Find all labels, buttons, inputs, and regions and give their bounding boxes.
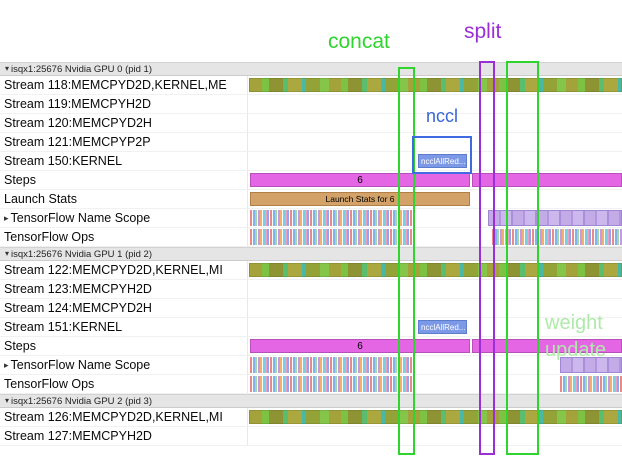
- trace-row: Stream 122:MEMCPYD2D,KERNEL,MI: [0, 261, 622, 280]
- nccl-annotation-box: [412, 136, 472, 174]
- weight-update-annotation-label: weight update: [545, 310, 606, 364]
- row-label: Stream 150:KERNEL: [0, 152, 248, 170]
- trace-row: Stream 121:MEMCPYP2P: [0, 133, 622, 152]
- trace-row: ▸ TensorFlow Name Scope: [0, 356, 622, 375]
- trace-row: TensorFlow Ops: [0, 228, 622, 247]
- collapse-arrow-icon[interactable]: ▾: [5, 249, 10, 258]
- row-track: [248, 261, 622, 279]
- split-annotation-label: split: [464, 20, 502, 43]
- expand-arrow-icon[interactable]: ▸: [4, 213, 9, 223]
- row-label[interactable]: ▾ isqx1:25676 Nvidia GPU 1 (pid 2): [5, 249, 153, 260]
- expand-arrow-icon[interactable]: ▸: [4, 360, 9, 370]
- concat-annotation-box-left: [398, 67, 415, 455]
- split-annotation-box: [479, 61, 495, 455]
- row-track: [248, 228, 622, 246]
- row-label: Stream 126:MEMCPYD2D,KERNEL,MI: [0, 408, 248, 426]
- concat-annotation-label: concat: [328, 30, 390, 53]
- concat-annotation-box-right: [506, 61, 539, 455]
- name-scope-activity-bar[interactable]: [250, 357, 412, 373]
- device-section-header: ▾ isqx1:25676 Nvidia GPU 2 (pid 3): [0, 394, 622, 408]
- ops-activity-bar[interactable]: [492, 229, 622, 245]
- trace-row: Stream 118:MEMCPYD2D,KERNEL,ME: [0, 76, 622, 95]
- trace-row: TensorFlow Ops: [0, 375, 622, 394]
- trace-row: Stream 119:MEMCPYH2D: [0, 95, 622, 114]
- row-label: Stream 122:MEMCPYD2D,KERNEL,MI: [0, 261, 248, 279]
- row-label: Steps: [0, 171, 248, 189]
- weight-update-line1: weight: [545, 312, 603, 334]
- row-track: [248, 408, 622, 426]
- row-label: Stream 120:MEMCPYD2H: [0, 114, 248, 132]
- weight-update-line2: update: [545, 339, 607, 361]
- row-label: Stream 127:MEMCPYH2D: [0, 427, 248, 445]
- row-label[interactable]: ▸ TensorFlow Name Scope: [0, 356, 248, 374]
- collapse-arrow-icon[interactable]: ▾: [5, 396, 10, 405]
- step-bar[interactable]: 6: [250, 173, 470, 187]
- trace-row: Stream 151:KERNEL ncclAllRed...: [0, 318, 622, 337]
- trace-row: Stream 120:MEMCPYD2H: [0, 114, 622, 133]
- row-track: [248, 356, 622, 374]
- row-label: Stream 124:MEMCPYD2H: [0, 299, 248, 317]
- trace-row: Stream 123:MEMCPYH2D: [0, 280, 622, 299]
- row-label: Stream 151:KERNEL: [0, 318, 248, 336]
- device-section-header: ▾ isqx1:25676 Nvidia GPU 1 (pid 2): [0, 247, 622, 261]
- trace-row: Stream 124:MEMCPYD2H: [0, 299, 622, 318]
- nccl-annotation-label: nccl: [426, 106, 459, 126]
- name-scope-activity-bar[interactable]: [250, 210, 412, 226]
- trace-row: Steps 6: [0, 337, 622, 356]
- trace-row: Stream 127:MEMCPYH2D: [0, 427, 622, 446]
- device-section-header: ▾ isqx1:25676 Nvidia GPU 0 (pid 1): [0, 62, 622, 76]
- row-track: ncclAllRed...: [248, 318, 622, 336]
- row-track: [248, 76, 622, 94]
- step-bar[interactable]: 6: [250, 339, 470, 353]
- ops-activity-bar[interactable]: [250, 229, 412, 245]
- row-track: [248, 375, 622, 393]
- row-label: Steps: [0, 337, 248, 355]
- stream-activity-bar[interactable]: [249, 263, 622, 277]
- row-label: TensorFlow Ops: [0, 228, 248, 246]
- ops-activity-bar[interactable]: [250, 376, 412, 392]
- row-track: Launch Stats for 6: [248, 190, 622, 208]
- ops-activity-bar[interactable]: [560, 376, 622, 392]
- row-label: Stream 118:MEMCPYD2D,KERNEL,ME: [0, 76, 248, 94]
- row-label: Launch Stats: [0, 190, 248, 208]
- collapse-arrow-icon[interactable]: ▾: [5, 64, 10, 73]
- row-track: [248, 427, 622, 445]
- trace-rows: ▾ isqx1:25676 Nvidia GPU 0 (pid 1) Stream …: [0, 62, 622, 446]
- trace-row: Stream 150:KERNEL ncclAllRed...: [0, 152, 622, 171]
- nccl-allreduce-bar[interactable]: ncclAllRed...: [418, 320, 467, 334]
- trace-row: Stream 126:MEMCPYD2D,KERNEL,MI: [0, 408, 622, 427]
- stream-activity-bar[interactable]: [249, 410, 622, 424]
- row-label: Stream 121:MEMCPYP2P: [0, 133, 248, 151]
- trace-row: Launch Stats Launch Stats for 6: [0, 190, 622, 209]
- row-label[interactable]: ▾ isqx1:25676 Nvidia GPU 2 (pid 3): [5, 396, 153, 407]
- row-track: [248, 209, 622, 227]
- row-track: ncclAllRed...: [248, 152, 622, 170]
- nccl-allreduce-bar[interactable]: ncclAllRed...: [418, 154, 467, 168]
- row-label[interactable]: ▾ isqx1:25676 Nvidia GPU 0 (pid 1): [5, 64, 153, 75]
- trace-row: ▸ TensorFlow Name Scope: [0, 209, 622, 228]
- launch-stats-bar[interactable]: Launch Stats for 6: [250, 192, 470, 206]
- row-label: TensorFlow Ops: [0, 375, 248, 393]
- row-label: Stream 119:MEMCPYH2D: [0, 95, 248, 113]
- row-track: [248, 280, 622, 298]
- row-label: Stream 123:MEMCPYH2D: [0, 280, 248, 298]
- row-label[interactable]: ▸ TensorFlow Name Scope: [0, 209, 248, 227]
- stream-activity-bar[interactable]: [249, 78, 622, 92]
- row-track: 6: [248, 337, 622, 355]
